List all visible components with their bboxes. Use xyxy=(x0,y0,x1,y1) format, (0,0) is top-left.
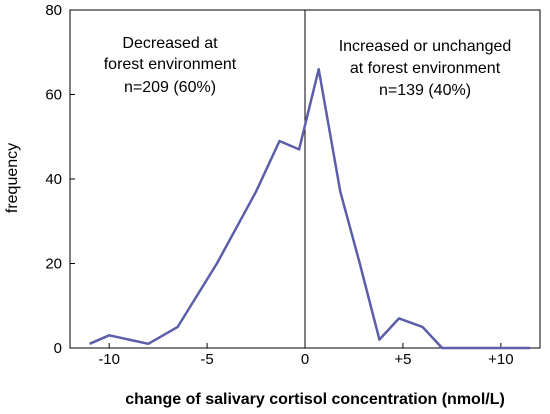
annotation-right-line-3: n=139 (40%) xyxy=(379,82,471,99)
annotation-left-line-1: Decreased at xyxy=(122,35,218,52)
annotation-right-line-2: at forest environment xyxy=(350,60,501,77)
y-tick-label: 20 xyxy=(45,256,62,273)
x-tick-label: +10 xyxy=(488,351,513,368)
annotation-left-line-3: n=209 (60%) xyxy=(124,79,216,96)
y-axis-title: frequency xyxy=(4,143,21,213)
x-tick-label: +5 xyxy=(394,351,411,368)
x-tick-label: -5 xyxy=(200,351,213,368)
annotation-right-line-1: Increased or unchanged xyxy=(339,38,512,55)
x-tick-label: -10 xyxy=(98,351,120,368)
series-layer xyxy=(89,10,531,350)
x-tick-label: 0 xyxy=(301,351,309,368)
annotation-left-line-2: forest environment xyxy=(104,56,237,73)
tick-labels: 0 20 40 60 80 -10 -5 0 +5 +10 xyxy=(45,2,513,368)
series-line xyxy=(89,67,531,350)
y-tick-label: 80 xyxy=(45,2,62,19)
x-axis-title: change of salivary cortisol concentratio… xyxy=(125,391,505,408)
y-tick-label: 0 xyxy=(54,340,62,357)
y-tick-label: 60 xyxy=(45,87,62,104)
y-tick-label: 40 xyxy=(45,171,62,188)
